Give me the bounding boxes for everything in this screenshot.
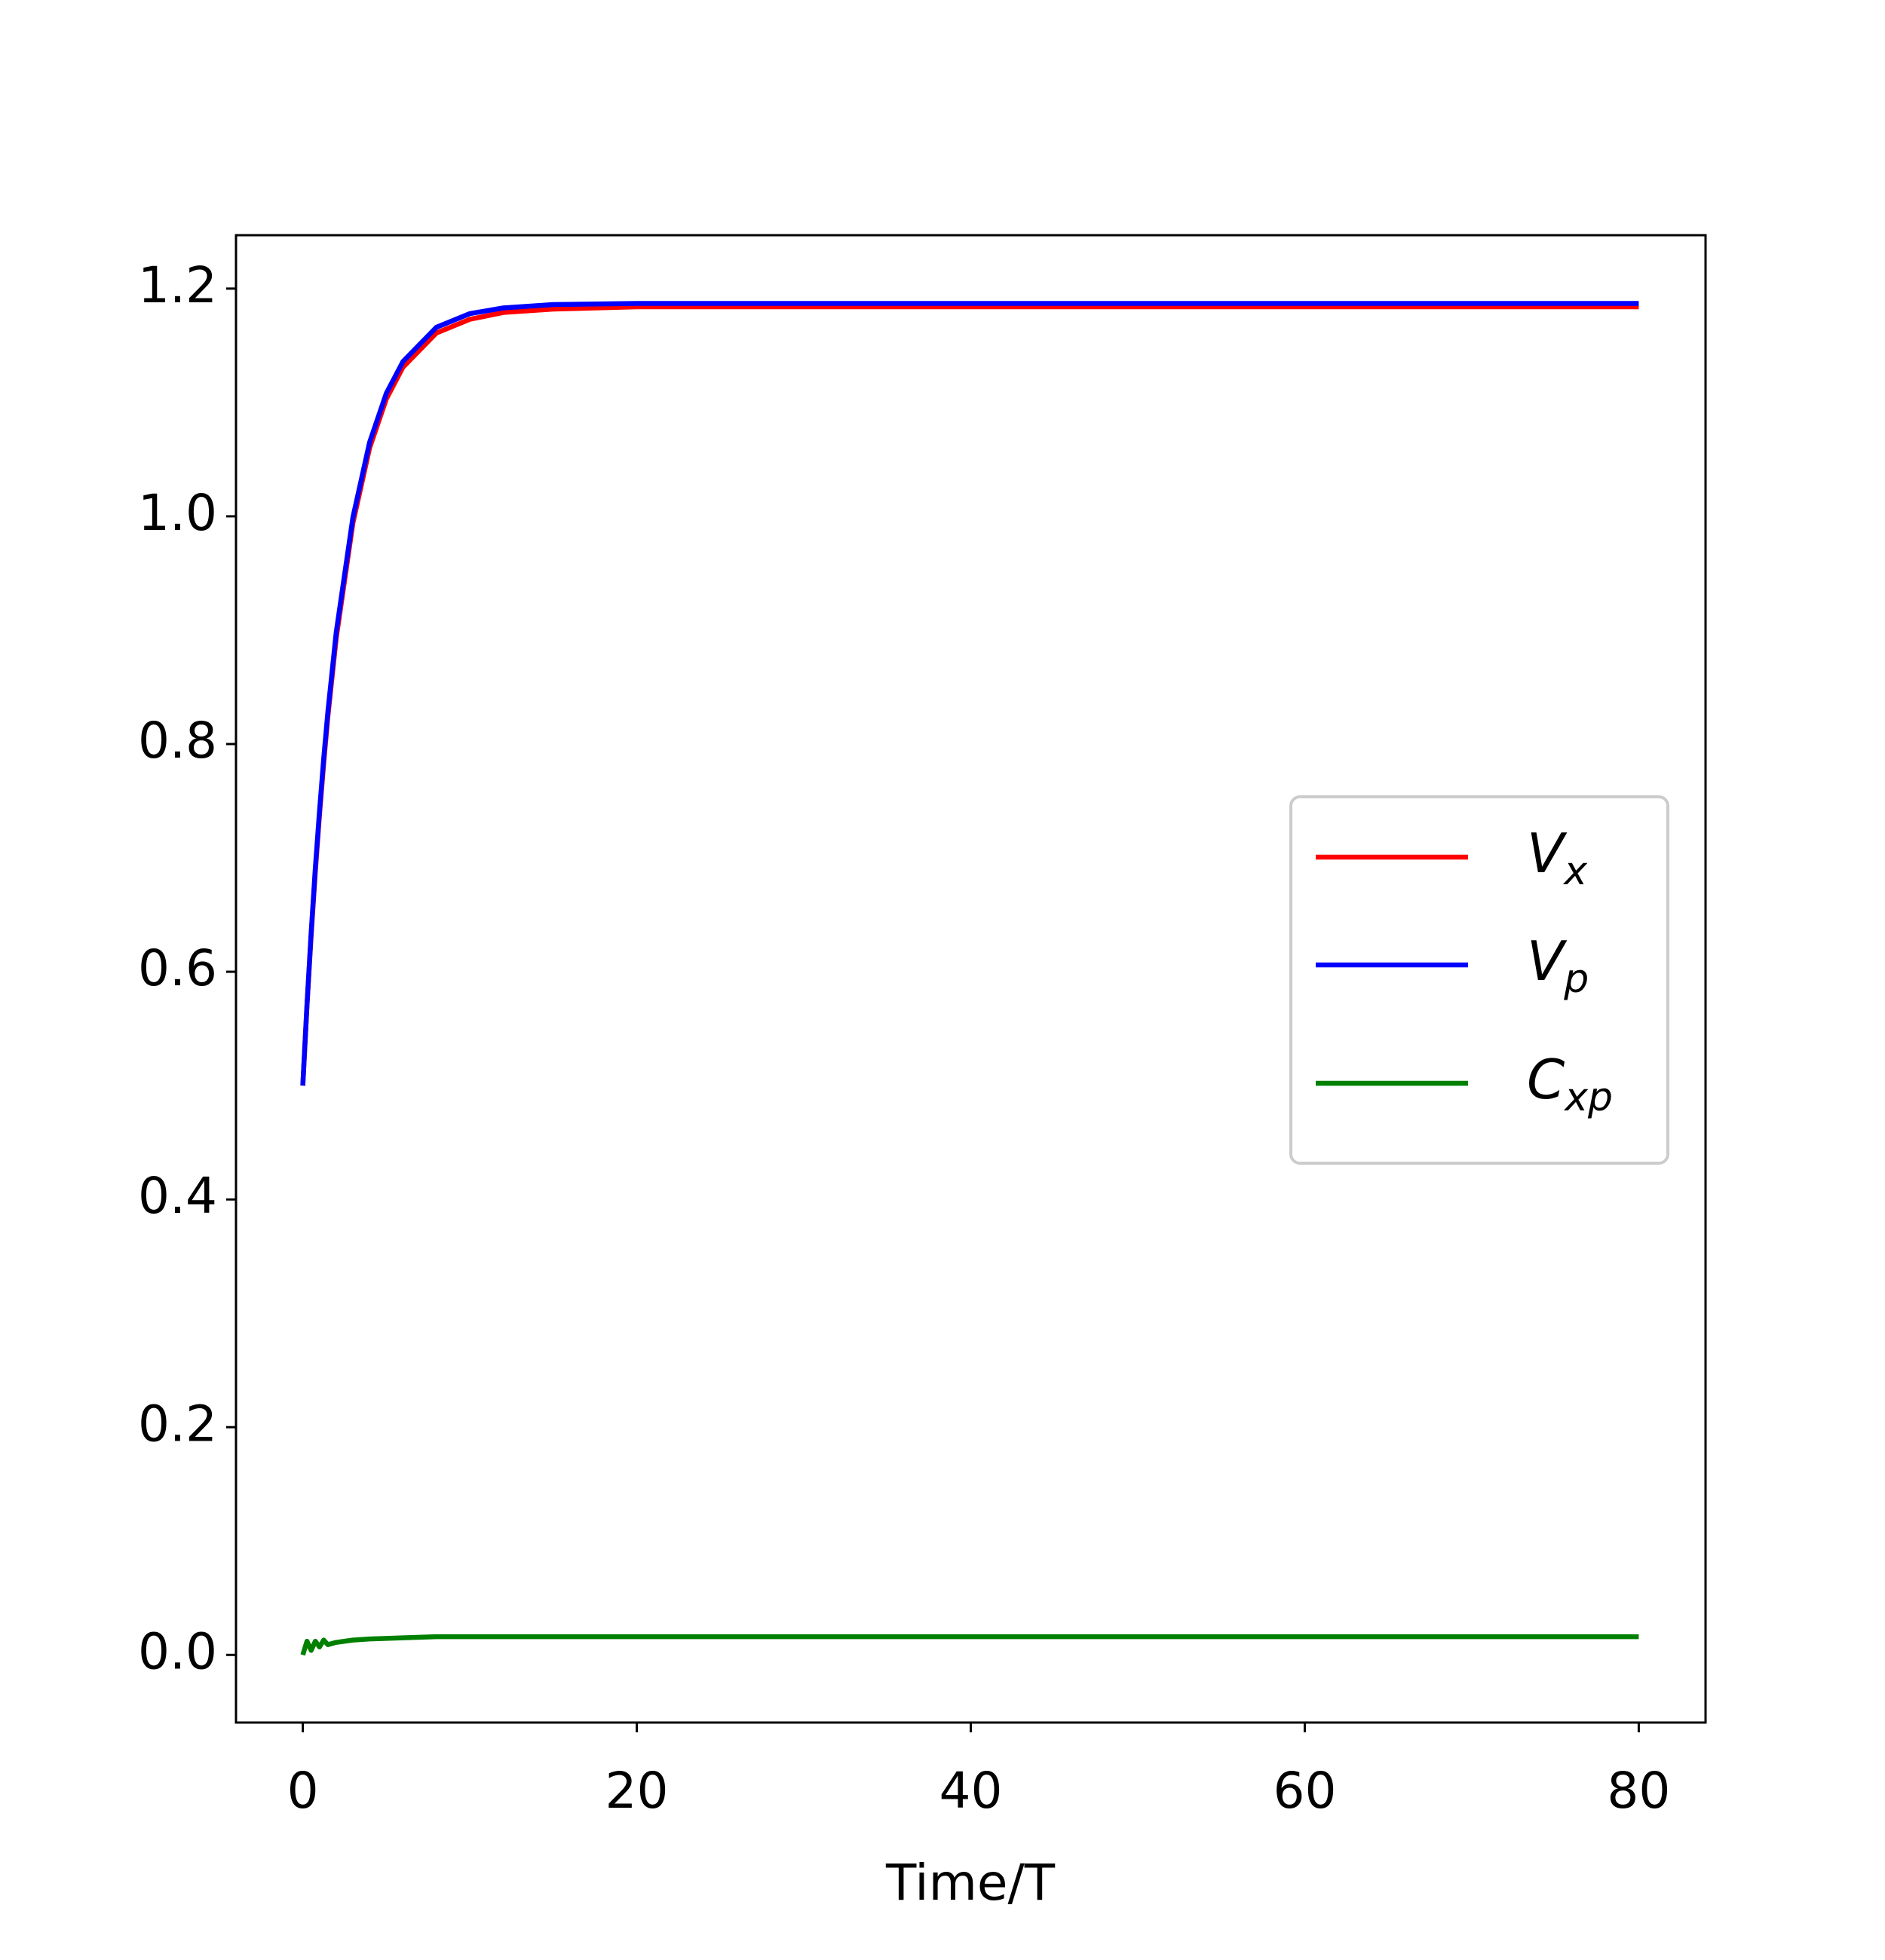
legend-label: Vx [1527, 822, 1588, 894]
x-tick-label: 80 [1607, 1762, 1670, 1820]
y-tick-label: 1.0 [138, 484, 217, 542]
y-tick-label: 0.6 [138, 939, 217, 997]
legend-label: Vp [1527, 929, 1589, 1002]
y-tick-label: 0.0 [138, 1622, 217, 1680]
y-tick-label: 1.2 [138, 256, 217, 314]
x-tick-label: 0 [287, 1762, 319, 1820]
y-tick-label: 0.4 [138, 1167, 217, 1225]
axes-frame [234, 234, 1707, 1724]
y-tick-label: 0.8 [138, 712, 217, 770]
x-tick-label: 40 [939, 1762, 1003, 1820]
x-tick-label: 60 [1273, 1762, 1336, 1820]
series-line [300, 301, 1639, 1086]
legend-box [1289, 795, 1669, 1165]
y-tick-label: 0.2 [138, 1395, 217, 1453]
series-line [300, 1634, 1639, 1656]
legend-label: Cxp [1527, 1048, 1613, 1120]
x-tick-label: 20 [605, 1762, 669, 1820]
x-axis-label: Time/T [885, 1854, 1056, 1912]
